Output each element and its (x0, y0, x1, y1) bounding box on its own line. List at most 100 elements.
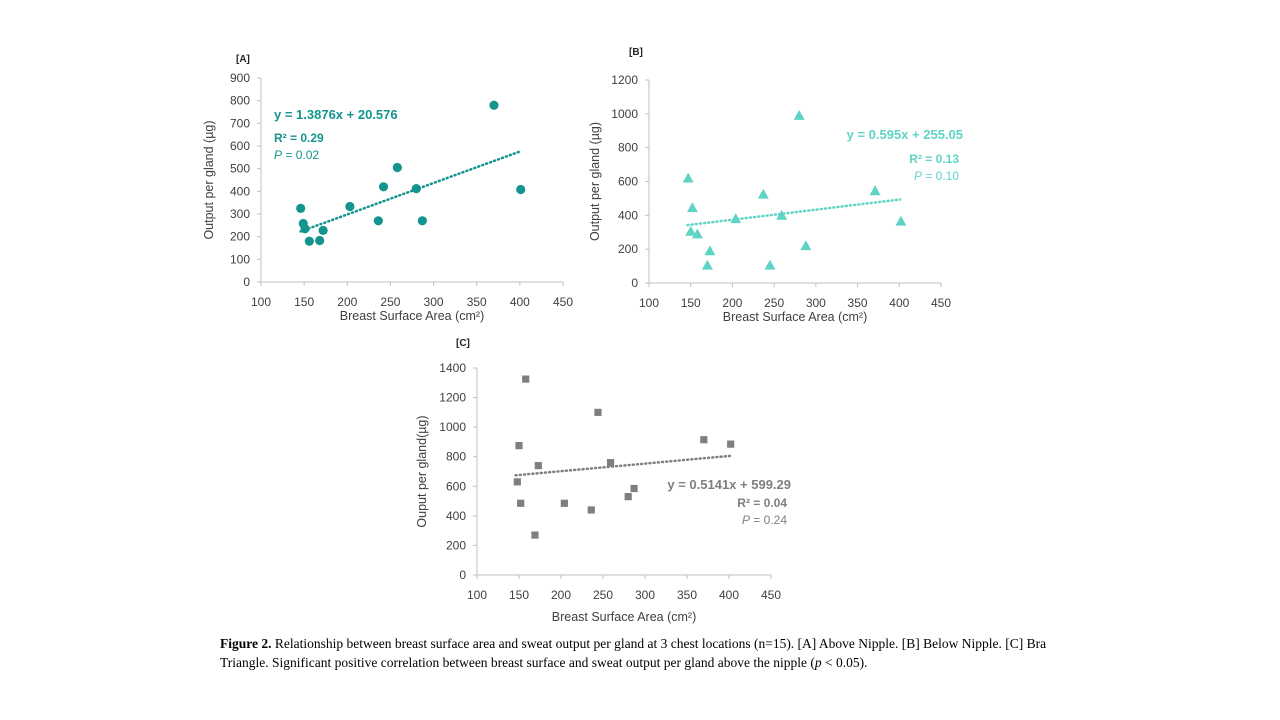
x-tick-label: 450 (553, 295, 573, 309)
p-value: P = 0.02 (274, 148, 319, 162)
data-point (682, 172, 694, 183)
data-point (531, 531, 539, 539)
y-tick-label: 400 (230, 184, 250, 198)
data-point (895, 215, 907, 226)
data-point (727, 440, 735, 448)
y-tick-label: 400 (618, 208, 638, 222)
panel-b-below-nipple: [B] 0 200 400 600 800 1000 1200 100 150 200 250 300 3… (588, 47, 963, 324)
x-tick-label: 200 (337, 295, 357, 309)
data-point (606, 459, 615, 467)
x-tick-label: 300 (424, 295, 444, 309)
r-squared: R² = 0.04 (737, 496, 787, 510)
y-tick-label: 600 (618, 175, 638, 189)
y-tick-label: 500 (230, 162, 250, 176)
y-tick-label: 1000 (439, 420, 466, 434)
y-tick-label: 1200 (611, 73, 638, 87)
data-point (392, 162, 402, 173)
data-point (417, 216, 427, 226)
r-squared: R² = 0.13 (909, 152, 959, 166)
data-point (411, 184, 421, 194)
y-tick-label: 200 (446, 538, 466, 552)
panel-c-bra-triangle: [C] 0 200 400 600 800 1000 1200 1400 100 150 200 250… (415, 338, 791, 624)
data-point (800, 240, 812, 251)
x-tick-label: 250 (380, 295, 400, 309)
x-tick-label: 200 (551, 588, 571, 602)
x-tick-label: 350 (677, 588, 697, 602)
data-point (296, 203, 306, 213)
x-axis-title: Breast Surface Area (cm²) (340, 309, 485, 323)
x-tick-label: 400 (889, 296, 909, 310)
y-tick-label: 1200 (439, 391, 466, 405)
regression-equation: y = 0.5141x + 599.29 (667, 477, 791, 492)
x-tick-label: 300 (635, 588, 655, 602)
r-squared-label: R² = (274, 131, 300, 145)
p-value: P = 0.10 (914, 169, 959, 183)
data-point (869, 185, 881, 196)
data-point (515, 442, 523, 450)
p-value-symbol: P (914, 169, 922, 183)
panel-label: [A] (236, 54, 250, 65)
x-tick-label: 300 (806, 296, 826, 310)
data-point (318, 225, 328, 235)
p-value: P = 0.24 (742, 513, 787, 527)
y-tick-label: 1000 (611, 107, 638, 121)
caption-p-symbol: p (814, 655, 822, 670)
data-point (345, 201, 355, 212)
y-tick-label: 600 (230, 139, 250, 153)
y-tick-label: 800 (618, 141, 638, 155)
y-axis-title: Output per gland (µg) (588, 122, 602, 241)
data-point (373, 216, 383, 226)
x-tick-label: 250 (593, 588, 613, 602)
data-point (560, 499, 568, 507)
r-squared-value: 0.04 (764, 496, 788, 510)
panel-label: [B] (629, 47, 643, 58)
y-tick-label: 100 (230, 252, 250, 266)
r-squared-value: 0.29 (300, 131, 324, 145)
data-point (630, 484, 638, 493)
x-tick-label: 450 (761, 588, 781, 602)
data-point (534, 461, 542, 470)
p-value-symbol: P (742, 513, 750, 527)
data-point (764, 259, 776, 270)
figure-caption: Figure 2. Relationship between breast su… (220, 634, 1060, 672)
caption-text: Relationship between breast surface area… (220, 636, 1047, 670)
regression-equation: y = 1.3876x + 20.576 (274, 107, 398, 122)
data-point (516, 184, 526, 195)
data-point (793, 110, 805, 120)
y-tick-label: 0 (459, 568, 466, 582)
x-tick-label: 150 (681, 296, 701, 310)
y-tick-label: 200 (230, 230, 250, 244)
r-squared: R² = 0.29 (274, 131, 324, 145)
regression-equation: y = 0.595x + 255.05 (847, 127, 963, 142)
trendline (299, 149, 522, 233)
data-point (776, 209, 788, 220)
y-tick-label: 200 (618, 242, 638, 256)
x-tick-label: 150 (509, 588, 529, 602)
y-tick-label: 0 (243, 275, 250, 289)
x-tick-label: 400 (719, 588, 739, 602)
p-value-number: = 0.02 (282, 148, 319, 162)
data-point (300, 224, 310, 234)
data-point (587, 506, 595, 514)
x-axis-title: Breast Surface Area (cm²) (723, 310, 868, 324)
x-tick-label: 150 (294, 295, 314, 309)
x-tick-label: 200 (722, 296, 742, 310)
trendline (686, 198, 902, 227)
data-point (701, 259, 713, 270)
data-point (691, 228, 703, 239)
data-point (517, 499, 525, 507)
data-point (624, 493, 632, 501)
p-value-number: = 0.24 (750, 513, 787, 527)
data-point (730, 213, 742, 224)
data-point (700, 436, 708, 444)
x-tick-label: 100 (467, 588, 487, 602)
y-tick-label: 1400 (439, 361, 466, 375)
panel-label: [C] (456, 338, 470, 349)
x-tick-label: 450 (931, 296, 951, 310)
data-point (594, 408, 602, 416)
y-tick-label: 700 (230, 116, 250, 130)
y-axis-title: Output per gland (µg) (202, 120, 216, 239)
data-point (378, 182, 389, 192)
